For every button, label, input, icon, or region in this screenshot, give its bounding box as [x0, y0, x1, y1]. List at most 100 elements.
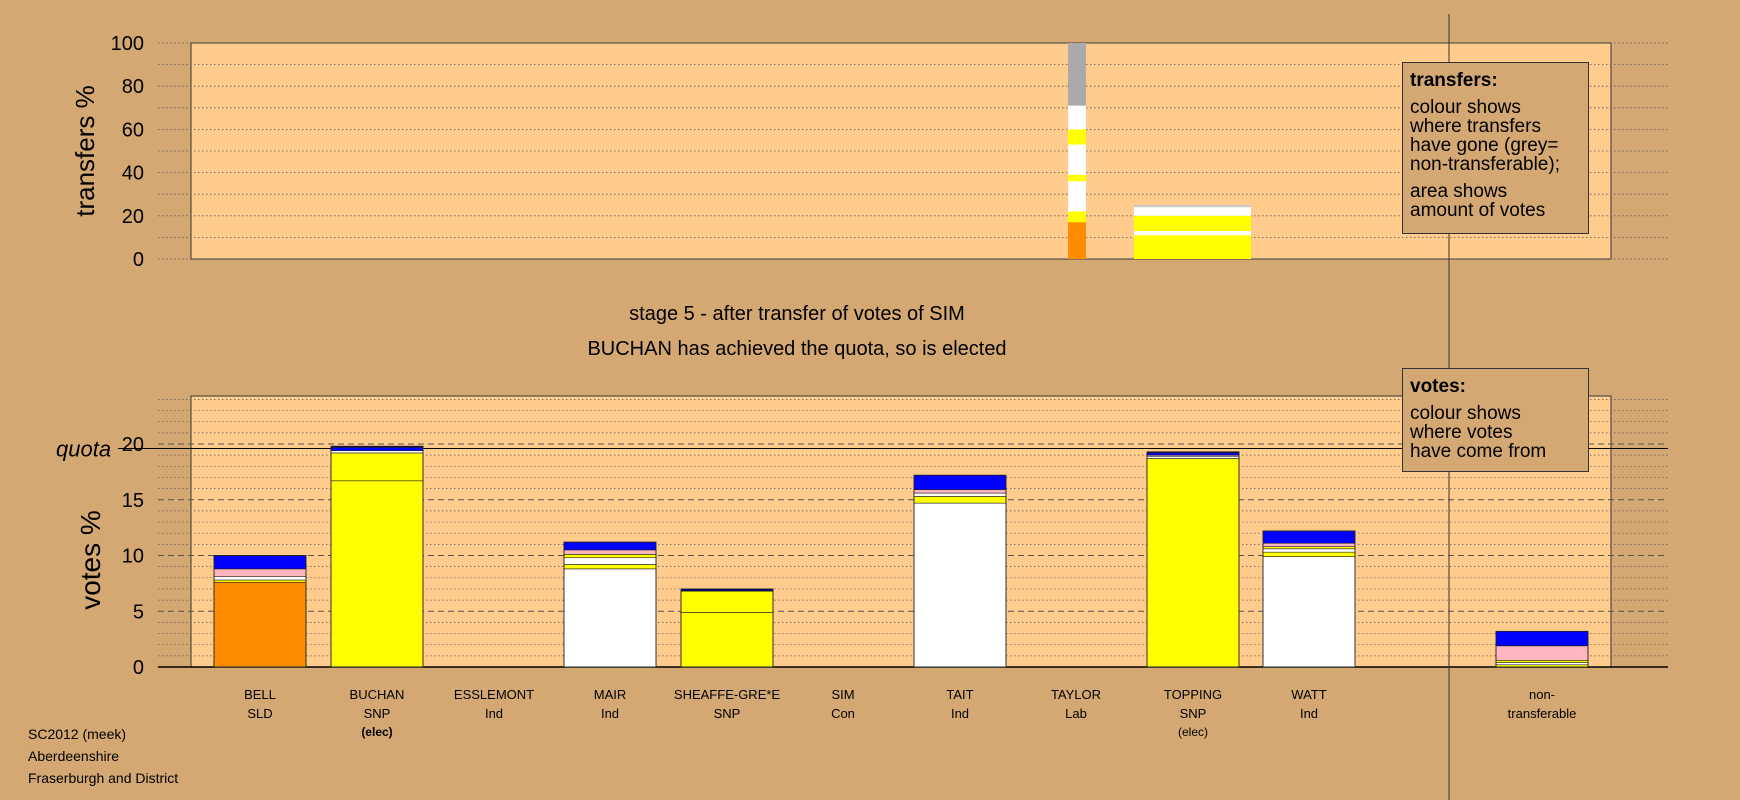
quota-label: quota — [56, 436, 111, 461]
votes-plot-area — [190, 395, 1612, 668]
candidate-elected-label: (elec) — [361, 725, 392, 739]
transfer-segment — [1134, 207, 1251, 216]
transfer-segment — [1134, 215, 1251, 231]
vote-segment — [1146, 452, 1240, 456]
vote-segment — [330, 447, 424, 451]
vote-segment — [563, 564, 657, 570]
vote-segment — [330, 480, 424, 668]
vote-segment — [1262, 542, 1356, 547]
candidate-elected-label: (elec) — [1178, 725, 1208, 739]
transfers-tick-label: 0 — [133, 249, 144, 271]
transfers-legend-line: colour shows — [1410, 97, 1521, 118]
votes-axis-label: votes % — [75, 510, 106, 610]
transfer-segment — [1134, 205, 1251, 208]
votes-tick-label: 0 — [133, 657, 144, 679]
votes-tick-label: 20 — [122, 434, 144, 456]
vote-segment — [1146, 455, 1240, 459]
nontransferable-segment — [1495, 631, 1589, 647]
candidate-party-label: Ind — [485, 706, 503, 721]
transfer-segment — [1068, 129, 1086, 145]
candidate-party-label: Con — [831, 706, 855, 721]
vote-bar-outline — [1262, 530, 1356, 668]
vote-segment — [563, 541, 657, 551]
nontransferable-segment — [1495, 660, 1589, 663]
transfer-segment — [1068, 144, 1086, 175]
votes-legend-line: colour shows — [1410, 403, 1521, 424]
vote-segment — [1262, 548, 1356, 553]
vote-segment — [913, 492, 1007, 497]
vote-segment — [563, 557, 657, 565]
candidate-name-label: MAIR — [594, 687, 627, 702]
nontransferable-segment — [1495, 645, 1589, 661]
transfers-legend-line: have gone (grey= — [1410, 135, 1559, 156]
vote-segment — [563, 549, 657, 555]
vote-segment — [213, 555, 307, 570]
vote-segment — [330, 452, 424, 482]
candidate-party-label: Ind — [601, 706, 619, 721]
vote-segment — [213, 579, 307, 583]
transfer-segment — [1134, 230, 1251, 236]
stage-subtitle: BUCHAN has achieved the quota, so is ele… — [587, 338, 1006, 360]
candidate-party-label: Ind — [1300, 706, 1318, 721]
transfers-legend: transfers: colour shows where transfers … — [1402, 62, 1589, 234]
nontransferable-label: non- — [1529, 687, 1555, 702]
vote-segment — [1262, 530, 1356, 544]
vote-segment — [213, 576, 307, 581]
transfers-legend-line: non-transferable); — [1410, 154, 1560, 175]
vote-segment — [913, 496, 1007, 504]
transfers-tick-label: 100 — [111, 33, 144, 55]
vote-bar-outline — [213, 555, 307, 668]
candidate-name-label: SIM — [831, 687, 854, 702]
candidate-name-label: BUCHAN — [350, 687, 405, 702]
vote-bar-outline — [330, 445, 424, 668]
transfers-legend-line: where transfers — [1410, 116, 1541, 137]
footer-election: SC2012 (meek) — [28, 726, 127, 742]
vote-segment — [213, 581, 307, 668]
transfers-tick-label: 20 — [122, 206, 144, 228]
vote-bar-outline — [680, 588, 774, 668]
transfer-segment — [1068, 174, 1086, 182]
transfer-segment — [1068, 181, 1086, 212]
vote-segment — [913, 489, 1007, 494]
vote-segment — [913, 502, 1007, 668]
vote-segment — [213, 568, 307, 577]
transfers-tick-label: 80 — [122, 76, 144, 98]
transfer-segment — [1068, 43, 1086, 106]
transfers-legend-title: transfers: — [1410, 70, 1498, 91]
candidate-party-label: SNP — [364, 706, 391, 721]
votes-legend-line: where votes — [1410, 422, 1513, 443]
vote-segment — [1262, 546, 1356, 550]
vote-bar-outline — [1495, 630, 1589, 668]
candidate-party-label: SLD — [247, 706, 272, 721]
candidate-name-label: ESSLEMONT — [454, 687, 534, 702]
transfer-segment — [1068, 105, 1086, 130]
candidate-name-label: TAYLOR — [1051, 687, 1101, 702]
transfers-axis-label: transfers % — [70, 85, 100, 217]
votes-legend-line: have come from — [1410, 441, 1547, 462]
votes-tick-label: 10 — [122, 546, 144, 568]
candidate-party-label: SNP — [1180, 706, 1207, 721]
vote-segment — [563, 554, 657, 559]
transfers-legend-line: area shows — [1410, 181, 1508, 202]
vote-segment — [330, 450, 424, 454]
candidate-name-label: TAIT — [946, 687, 973, 702]
candidate-party-label: SNP — [714, 706, 741, 721]
transfer-segment — [1068, 211, 1086, 223]
vote-segment — [1262, 551, 1356, 557]
stage-title: stage 5 - after transfer of votes of SIM — [629, 303, 965, 325]
votes-legend: votes: colour shows where votes have com… — [1402, 368, 1589, 472]
vote-segment — [563, 568, 657, 668]
transfer-segment — [1134, 235, 1251, 259]
vote-segment — [1146, 458, 1240, 668]
vote-segment — [680, 612, 774, 668]
candidate-party-label: Ind — [951, 706, 969, 721]
vote-bar-outline — [1146, 451, 1240, 668]
votes-tick-label: 5 — [133, 601, 144, 623]
nontransferable-label: transferable — [1508, 706, 1577, 721]
transfers-tick-label: 40 — [122, 163, 144, 185]
votes-tick-label: 15 — [122, 490, 144, 512]
transfers-tick-label: 60 — [122, 119, 144, 141]
candidate-name-label: TOPPING — [1164, 687, 1222, 702]
